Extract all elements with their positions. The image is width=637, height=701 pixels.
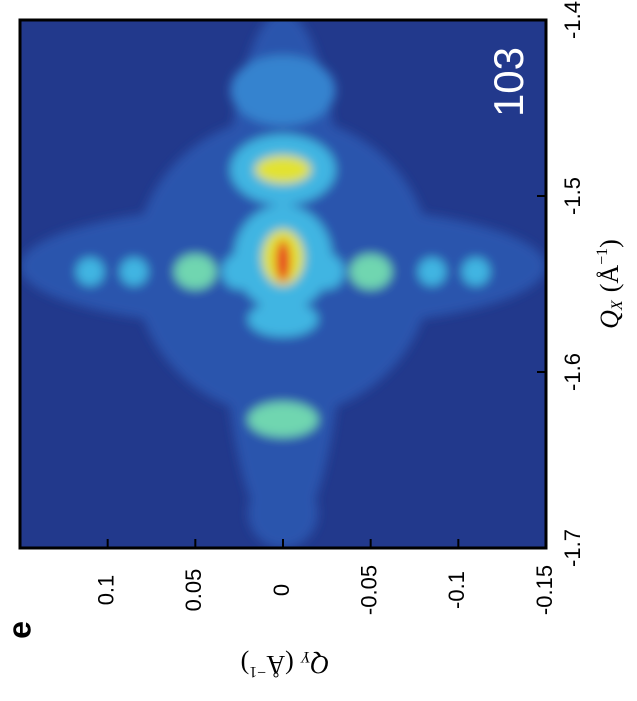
intensity-spot xyxy=(418,258,446,286)
intensity-spot xyxy=(350,254,392,289)
intensity-spot xyxy=(309,254,344,289)
intensity-spot xyxy=(222,254,257,289)
intensity-spot xyxy=(174,254,216,289)
qx-tick-label: -1.7 xyxy=(560,529,585,567)
annotation: 103 xyxy=(485,47,532,117)
qy-tick-label: 0 xyxy=(269,584,294,596)
intensity-spot xyxy=(462,258,490,286)
axis-title-part: X xyxy=(609,299,626,311)
qx-tick-label: -1.6 xyxy=(560,353,585,391)
qx-tick-label: -1.4 xyxy=(560,1,585,39)
y-axis-title: QY (Å−1) xyxy=(241,648,330,680)
qy-tick-label: -0.05 xyxy=(356,565,381,615)
chart: 0.1 0.05 0 -0.05 -0.1 -0.15 -1.4 -1.5 -1.6 -1.7 1… xyxy=(0,0,637,701)
intensity-spot xyxy=(276,240,290,282)
intensity-spot xyxy=(120,258,148,286)
intensity-spot xyxy=(230,55,335,125)
x-axis-title: QX (Å−1) xyxy=(594,239,626,329)
intensity-spot xyxy=(248,302,318,337)
intensity-spot xyxy=(248,478,318,548)
qx-tick-label: -1.5 xyxy=(560,177,585,215)
axis-title-part: Q xyxy=(595,310,624,329)
intensity-spot xyxy=(76,258,104,286)
qy-tick-label: -0.1 xyxy=(444,571,469,609)
axis-title-part: (Å xyxy=(266,650,294,679)
intensity-spot xyxy=(248,402,318,437)
axis-title-part: ) xyxy=(595,239,624,248)
qy-tick-label: -0.15 xyxy=(532,565,557,615)
qy-tick-label: 0.1 xyxy=(93,575,118,606)
axis-title-part: −1 xyxy=(594,248,611,265)
axis-title-part: −1 xyxy=(249,663,266,680)
qy-tick-label: 0.05 xyxy=(181,569,206,612)
axis-title-part: Y xyxy=(300,648,311,665)
panel-label: e xyxy=(1,621,37,639)
axis-title-part: (Å xyxy=(595,265,624,293)
axis-title-part: Q xyxy=(310,650,329,679)
axis-title-part: ) xyxy=(241,650,250,679)
intensity-spot xyxy=(255,156,311,184)
